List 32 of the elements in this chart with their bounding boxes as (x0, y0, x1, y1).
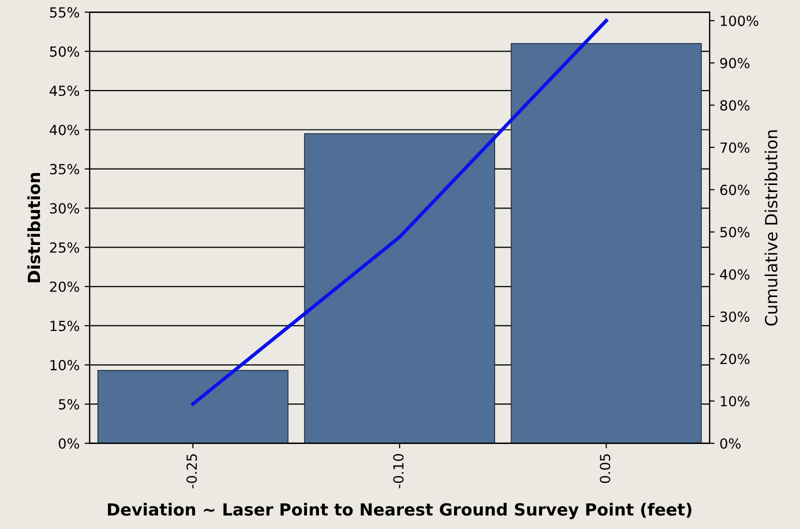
y2-tick-label: 50% (720, 226, 750, 238)
y-tick-label: 30% (50, 203, 80, 214)
bar (510, 43, 702, 444)
y-tick-label: 10% (50, 360, 80, 370)
y-tick-label: 5% (58, 399, 80, 410)
y2-tick-label: 80% (720, 100, 750, 111)
y2-tick-label: 30% (720, 311, 750, 322)
x-tick-label: -0.10 (393, 454, 404, 488)
y2-tick-label: 0% (720, 438, 741, 449)
y-tick-label: 20% (50, 281, 80, 292)
y-tick-label: 50% (50, 46, 80, 57)
y-tick-label: 15% (50, 320, 80, 332)
y-tick-label: 25% (50, 242, 80, 253)
y-tick-label: 35% (50, 164, 80, 174)
y2-tick-label: 90% (720, 58, 750, 68)
y2-tick-label: 60% (720, 184, 750, 196)
y-tick-label: 45% (50, 86, 80, 96)
y2-tick-label: 20% (720, 354, 750, 364)
y-tick-label: 0% (58, 438, 80, 449)
x-axis-title: Deviation ~ Laser Point to Nearest Ground Survey Point (feet) (108, 502, 692, 520)
y2-tick-label: 10% (720, 396, 750, 407)
y2-tick-label: 70% (720, 142, 750, 153)
x-tick-label: 0.05 (600, 454, 610, 484)
bar (304, 133, 496, 444)
y2-axis-title: Cumulative Distribution (764, 130, 778, 326)
y-axis-title: Distribution (27, 172, 40, 282)
y2-tick-label: 100% (720, 16, 758, 26)
y-tick-label: 55% (50, 7, 80, 18)
y2-tick-label: 40% (720, 269, 750, 280)
y-tick-label: 40% (50, 124, 80, 136)
x-tick-label: -0.25 (186, 454, 197, 488)
bar (97, 370, 288, 444)
